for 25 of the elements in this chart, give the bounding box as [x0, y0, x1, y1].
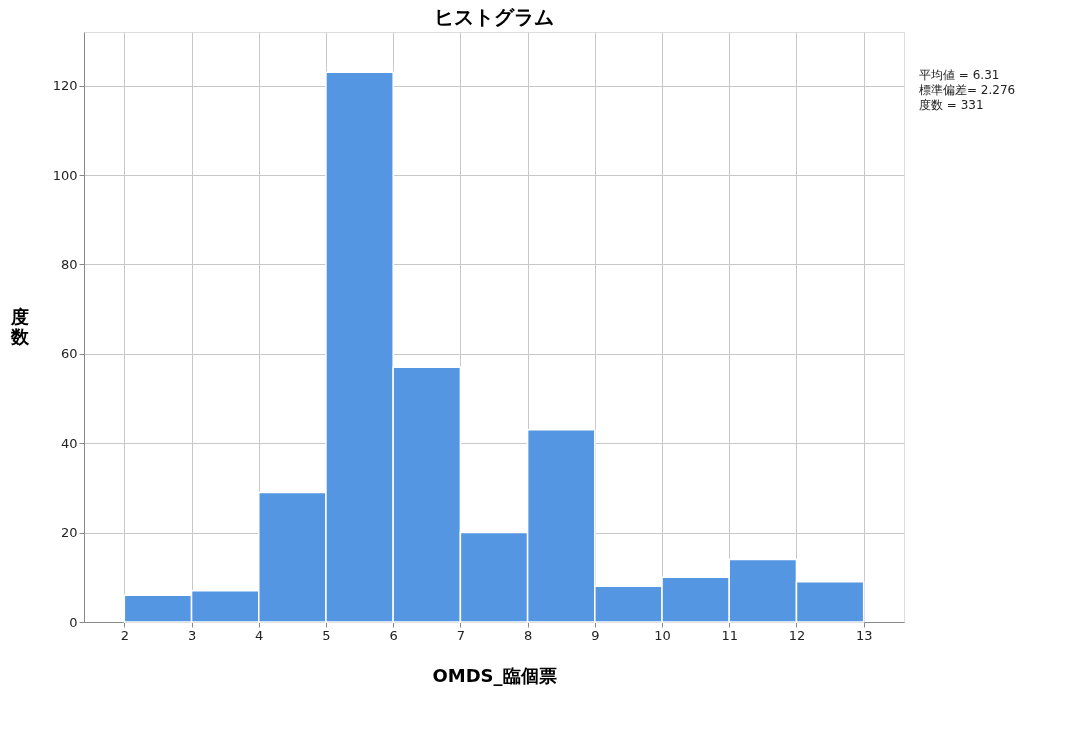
- x-tick-label: 13: [855, 627, 873, 643]
- x-tick-label: 12: [788, 627, 806, 643]
- y-tick-label: 40: [60, 435, 78, 451]
- text: 度数 = 331: [919, 97, 984, 112]
- text: 標準偏差= 2.276: [919, 82, 1016, 97]
- x-tick-label: 5: [322, 627, 331, 643]
- x-tick-label: 6: [389, 627, 398, 643]
- x-tick-label: 3: [187, 627, 197, 643]
- y-axis-title: 度数: [9, 305, 30, 347]
- x-tick-label: 11: [721, 627, 739, 643]
- x-tick-label: 4: [255, 627, 264, 643]
- y-tick-label: 60: [60, 346, 78, 362]
- y-tick-label: 0: [69, 614, 78, 630]
- x-axis-title: OMDS_臨個票: [432, 664, 557, 686]
- x-tick-label: 8: [523, 627, 533, 643]
- x-tick-label: 7: [456, 627, 466, 643]
- x-tick-label: 2: [120, 627, 129, 643]
- chart-title: ヒストグラム: [434, 5, 554, 29]
- y-tick-label: 100: [52, 167, 78, 183]
- y-tick-label: 120: [52, 78, 78, 94]
- x-tick-label: 9: [591, 627, 600, 643]
- x-tick-label: 10: [654, 627, 671, 643]
- y-tick-label: 80: [60, 256, 78, 272]
- y-tick-label: 20: [60, 525, 78, 541]
- text: 平均値 = 6.31: [919, 67, 1000, 82]
